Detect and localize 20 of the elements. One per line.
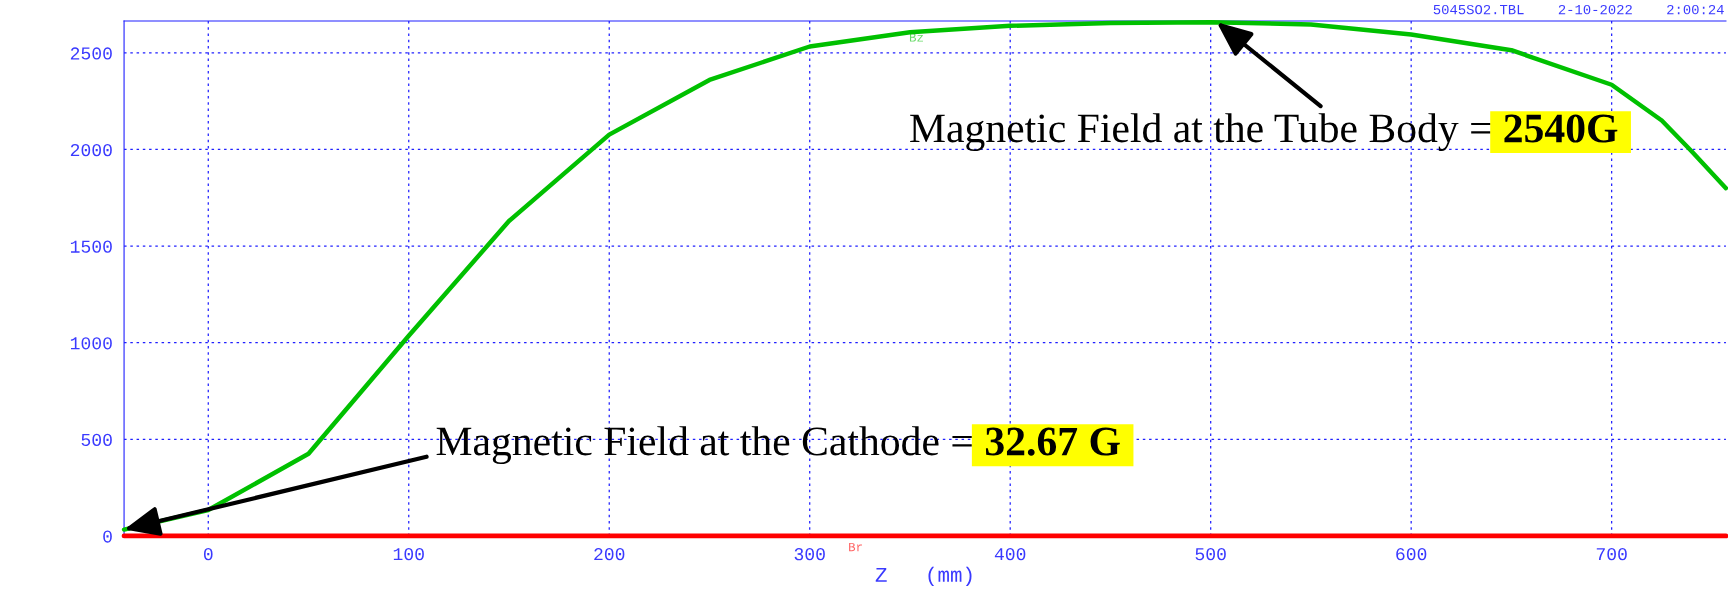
x-tick-label: 400	[994, 548, 1026, 561]
annotation: Magnetic Field at the Cathode =	[436, 426, 972, 465]
x-axis-title: Z (mm)	[875, 566, 972, 587]
y-tick-label: 500	[81, 433, 112, 447]
annotation: 2540G	[1504, 114, 1618, 143]
x-tick-label: 200	[594, 548, 625, 561]
x-tick-label: 100	[393, 548, 424, 561]
y-tick-label: 2500	[70, 47, 112, 60]
x-tick-label: 0	[203, 548, 213, 561]
y-tick-label: 1500	[70, 240, 112, 253]
x-tick-label: 700	[1596, 548, 1627, 561]
x-tick-label: 500	[1195, 548, 1226, 561]
y-tick-label: 2000	[70, 143, 112, 157]
annotation: 32.67 G	[985, 427, 1120, 456]
y-tick-label: 0	[103, 530, 112, 543]
y-tick-label: 1000	[70, 337, 112, 350]
series-label: Br	[849, 542, 862, 552]
text: 5045SO2.TBL 2-10-2022 2:00:24	[1433, 4, 1724, 15]
x-tick-label: 300	[794, 548, 825, 561]
x-tick-label: 600	[1396, 548, 1427, 561]
